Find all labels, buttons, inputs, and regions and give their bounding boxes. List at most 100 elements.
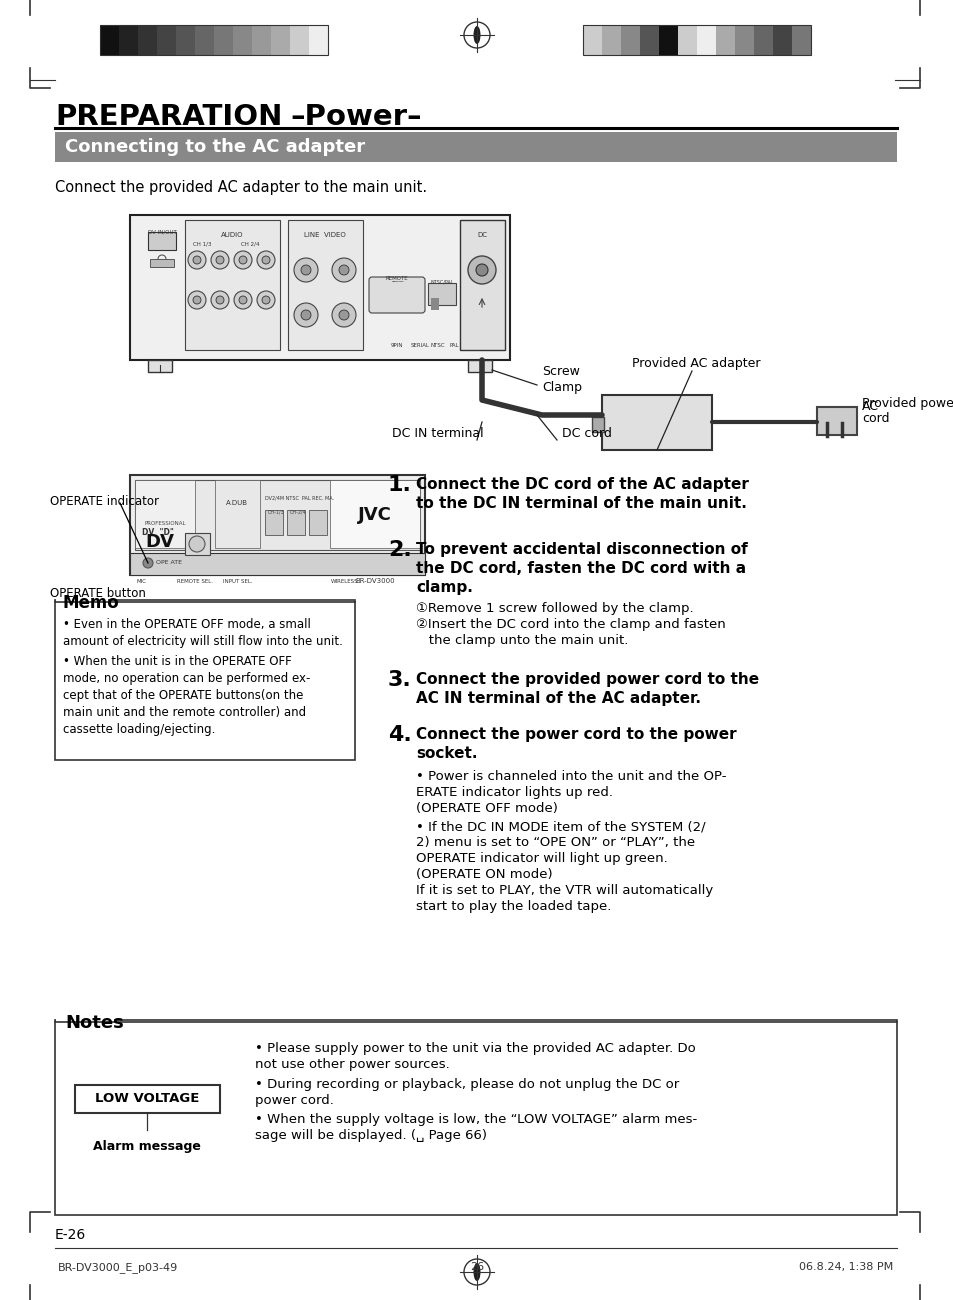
Text: INPUT SEL.: INPUT SEL.: [223, 578, 253, 584]
Bar: [678, 25, 697, 55]
Text: DC: DC: [476, 231, 486, 238]
Bar: [734, 25, 753, 55]
Text: PREPARATION: PREPARATION: [55, 103, 282, 131]
Text: JVC: JVC: [357, 506, 392, 524]
Circle shape: [332, 303, 355, 328]
Bar: [620, 25, 639, 55]
Text: PROFESSIONAL: PROFESSIONAL: [145, 521, 186, 527]
Text: ─────: ─────: [391, 280, 403, 283]
Bar: [175, 25, 194, 55]
Ellipse shape: [473, 26, 480, 44]
Circle shape: [215, 296, 224, 304]
Bar: [185, 533, 210, 555]
Text: –Power–: –Power–: [290, 103, 421, 131]
Bar: [75, 1086, 220, 1113]
Text: • Even in the OPERATE OFF mode, a small
amount of electricity will still flow in: • Even in the OPERATE OFF mode, a small …: [63, 618, 342, 647]
Text: OPE ATE: OPE ATE: [156, 560, 182, 566]
Text: To prevent accidental disconnection of
the DC cord, fasten the DC cord with a
cl: To prevent accidental disconnection of t…: [416, 542, 747, 595]
Circle shape: [215, 256, 224, 264]
Bar: [582, 25, 601, 55]
Circle shape: [211, 251, 229, 269]
Bar: [468, 360, 492, 372]
Circle shape: [188, 291, 206, 309]
Bar: [659, 25, 678, 55]
Bar: [130, 474, 424, 575]
Bar: [56, 598, 108, 603]
Text: Provided AC adapter: Provided AC adapter: [631, 358, 760, 370]
Circle shape: [476, 264, 488, 276]
Text: AC: AC: [862, 400, 878, 413]
Text: Alarm message: Alarm message: [93, 1140, 201, 1153]
Bar: [100, 25, 119, 55]
Text: DC IN terminal: DC IN terminal: [392, 426, 483, 439]
Bar: [119, 25, 138, 55]
Bar: [130, 214, 510, 360]
Circle shape: [211, 291, 229, 309]
Text: 06.8.24, 1:38 PM: 06.8.24, 1:38 PM: [798, 1262, 892, 1271]
Bar: [150, 259, 173, 266]
Bar: [601, 395, 711, 450]
Bar: [138, 25, 157, 55]
Bar: [157, 25, 175, 55]
Circle shape: [301, 265, 311, 276]
Bar: [194, 25, 213, 55]
Circle shape: [294, 303, 317, 328]
Text: • When the supply voltage is low, the “LOW VOLTAGE” alarm mes-
sage will be disp: • When the supply voltage is low, the “L…: [254, 1113, 697, 1141]
Bar: [753, 25, 772, 55]
Bar: [601, 25, 620, 55]
Text: DC cord: DC cord: [561, 426, 611, 439]
Text: SERIAL: SERIAL: [410, 343, 429, 348]
Bar: [55, 601, 355, 760]
Circle shape: [143, 558, 152, 568]
Text: • Power is channeled into the unit and the OP-
ERATE indicator lights up red.
(O: • Power is channeled into the unit and t…: [416, 770, 726, 815]
Text: 1.: 1.: [388, 474, 412, 495]
Text: 4.: 4.: [388, 725, 412, 745]
Bar: [130, 552, 424, 575]
Text: Connect the DC cord of the AC adapter
to the DC IN terminal of the main unit.: Connect the DC cord of the AC adapter to…: [416, 477, 748, 511]
Text: CH 2/4: CH 2/4: [240, 240, 259, 246]
Text: ①Remove 1 screw followed by the clamp.: ①Remove 1 screw followed by the clamp.: [416, 602, 693, 615]
Text: LINE  VIDEO: LINE VIDEO: [304, 231, 346, 238]
Text: Connect the provided AC adapter to the main unit.: Connect the provided AC adapter to the m…: [55, 179, 427, 195]
Bar: [233, 25, 252, 55]
Text: Screw: Screw: [541, 365, 579, 378]
Bar: [592, 417, 603, 432]
Text: Connecting to the AC adapter: Connecting to the AC adapter: [65, 138, 365, 156]
Text: REMOTE SEL.: REMOTE SEL.: [177, 578, 213, 584]
Text: • Please supply power to the unit via the provided AC adapter. Do
not use other : • Please supply power to the unit via th…: [254, 1043, 695, 1071]
Text: OPERATE indicator: OPERATE indicator: [50, 495, 159, 508]
Bar: [309, 25, 328, 55]
Text: WIRELESS: WIRELESS: [331, 578, 358, 584]
Text: BR-DV3000: BR-DV3000: [355, 578, 395, 584]
Circle shape: [233, 291, 252, 309]
Bar: [290, 25, 309, 55]
Text: • When the unit is in the OPERATE OFF
mode, no operation can be performed ex-
ce: • When the unit is in the OPERATE OFF mo…: [63, 655, 310, 736]
Bar: [791, 25, 810, 55]
Text: 9PIN: 9PIN: [391, 343, 403, 348]
Text: E-26: E-26: [55, 1228, 86, 1242]
Circle shape: [338, 309, 349, 320]
Circle shape: [301, 309, 311, 320]
Text: 3.: 3.: [388, 670, 412, 690]
Bar: [271, 25, 290, 55]
Bar: [716, 25, 734, 55]
Circle shape: [193, 256, 201, 264]
Bar: [148, 360, 172, 372]
Circle shape: [256, 251, 274, 269]
Text: MIC: MIC: [137, 578, 147, 584]
Circle shape: [233, 251, 252, 269]
Circle shape: [332, 257, 355, 282]
Bar: [697, 25, 716, 55]
Circle shape: [188, 251, 206, 269]
Circle shape: [193, 296, 201, 304]
Bar: [148, 231, 175, 250]
Ellipse shape: [473, 1264, 480, 1280]
Circle shape: [262, 296, 270, 304]
Bar: [214, 480, 260, 549]
Text: Notes: Notes: [65, 1014, 124, 1032]
Bar: [428, 283, 456, 305]
Bar: [55, 133, 896, 162]
Text: DV: DV: [145, 533, 173, 551]
Text: Connect the provided power cord to the
AC IN terminal of the AC adapter.: Connect the provided power cord to the A…: [416, 672, 759, 706]
Text: ②Insert the DC cord into the clamp and fasten
   the clamp unto the main unit.: ②Insert the DC cord into the clamp and f…: [416, 618, 725, 647]
